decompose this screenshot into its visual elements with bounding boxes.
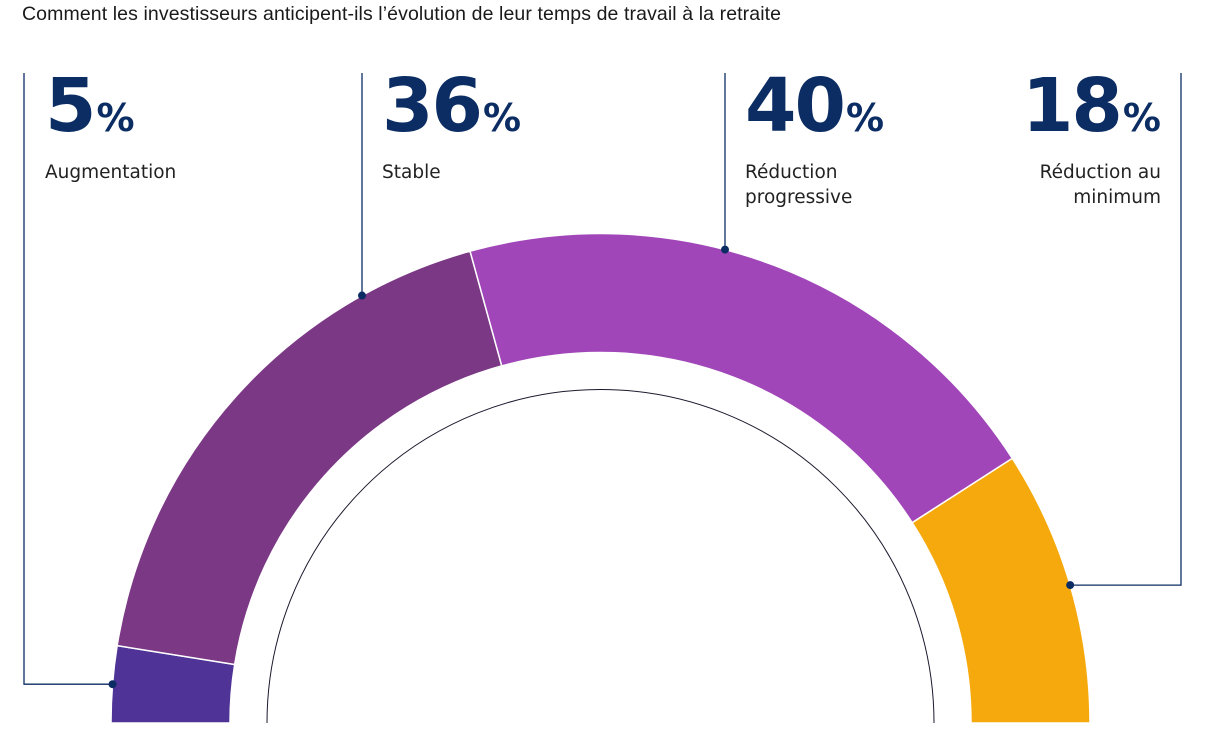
stat-number: 36 xyxy=(382,63,483,149)
chart-title: Comment les investisseurs anticipent-ils… xyxy=(22,3,782,25)
stat-value: 5% xyxy=(45,64,176,160)
stat-stable: 36% Stable xyxy=(382,64,521,185)
leader-dot xyxy=(721,245,729,254)
stat-augmentation: 5% Augmentation xyxy=(45,64,176,185)
leader-line xyxy=(1070,73,1182,586)
stat-number: 18 xyxy=(1021,63,1123,149)
percent-sign: % xyxy=(482,96,522,140)
stat-label: Réduction progressive xyxy=(745,162,853,208)
leader-line xyxy=(23,73,113,685)
segment-reduction-au-minimum xyxy=(911,457,1091,724)
percent-sign: % xyxy=(845,96,885,140)
stat-value: 18% xyxy=(1022,64,1161,160)
stat-reduction-minimum: 18% Réduction au minimum xyxy=(1022,64,1161,210)
inner-arc-line xyxy=(266,389,935,724)
leader-dot xyxy=(358,291,366,300)
leader-dot xyxy=(108,680,117,689)
segment-reduction-progressive xyxy=(469,232,1014,524)
stat-value: 36% xyxy=(382,64,521,160)
percent-sign: % xyxy=(96,96,135,140)
stat-reduction-progressive: 40% Réduction progressive xyxy=(745,64,884,210)
leader-dot xyxy=(1066,581,1075,590)
stat-label: Stable xyxy=(382,162,441,183)
stat-label: Réduction au minimum xyxy=(1039,162,1161,208)
segments-group xyxy=(110,232,1091,724)
stat-label: Augmentation xyxy=(45,162,177,183)
stat-number: 40 xyxy=(745,63,846,149)
stat-number: 5 xyxy=(45,63,96,149)
leader-lines-group xyxy=(23,73,1182,689)
segment-stable xyxy=(116,250,503,666)
percent-sign: % xyxy=(1122,96,1161,140)
stat-value: 40% xyxy=(745,64,884,160)
